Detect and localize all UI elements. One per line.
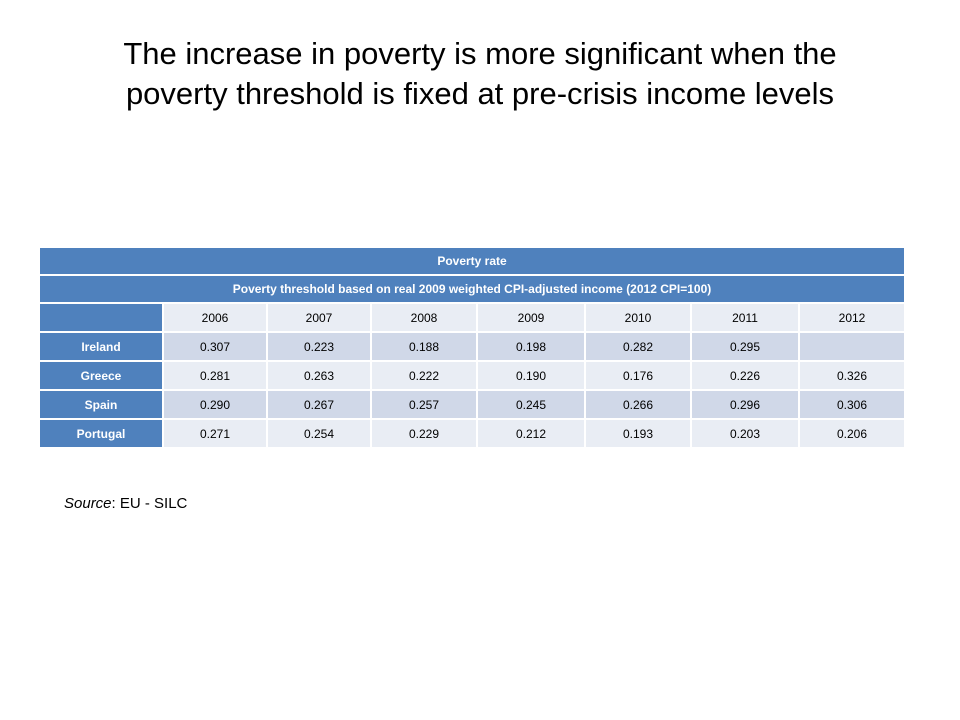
value-cell: 0.222: [372, 362, 478, 389]
table-row: Spain 0.290 0.267 0.257 0.245 0.266 0.29…: [40, 391, 904, 418]
value-cell: 0.326: [800, 362, 904, 389]
table-header-poverty-rate: Poverty rate: [40, 248, 904, 274]
year-cell: 2010: [586, 304, 692, 331]
value-cell: 0.263: [268, 362, 372, 389]
value-cell: 0.257: [372, 391, 478, 418]
value-cell: 0.267: [268, 391, 372, 418]
value-cell: 0.296: [692, 391, 800, 418]
title-line-1: The increase in poverty is more signific…: [123, 36, 837, 71]
value-cell: 0.193: [586, 420, 692, 447]
value-cell: 0.188: [372, 333, 478, 360]
value-cell: 0.176: [586, 362, 692, 389]
table-row: Greece 0.281 0.263 0.222 0.190 0.176 0.2…: [40, 362, 904, 389]
value-cell: 0.290: [164, 391, 268, 418]
value-cell: 0.206: [800, 420, 904, 447]
value-cell: 0.295: [692, 333, 800, 360]
country-label: Spain: [40, 391, 164, 418]
value-cell: 0.306: [800, 391, 904, 418]
slide-title: The increase in poverty is more signific…: [40, 34, 920, 114]
value-cell: 0.271: [164, 420, 268, 447]
value-cell: 0.229: [372, 420, 478, 447]
value-cell: 0.254: [268, 420, 372, 447]
value-cell: [800, 333, 904, 360]
country-label: Portugal: [40, 420, 164, 447]
table-header-row: Poverty rate: [40, 248, 904, 274]
title-line-2: poverty threshold is fixed at pre-crisis…: [125, 76, 835, 111]
table-header-threshold: Poverty threshold based on real 2009 wei…: [40, 276, 904, 302]
year-cell: 2007: [268, 304, 372, 331]
source-text: : EU - SILC: [111, 495, 188, 512]
value-cell: 0.198: [478, 333, 586, 360]
table-subheader-row: Poverty threshold based on real 2009 wei…: [40, 276, 904, 302]
country-label: Ireland: [40, 333, 164, 360]
value-cell: 0.226: [692, 362, 800, 389]
value-cell: 0.281: [164, 362, 268, 389]
source-note: Source: EU - SILC: [64, 495, 187, 512]
year-cell: 2008: [372, 304, 478, 331]
year-cell: 2012: [800, 304, 904, 331]
value-cell: 0.212: [478, 420, 586, 447]
table-row: Ireland 0.307 0.223 0.188 0.198 0.282 0.…: [40, 333, 904, 360]
poverty-table: Poverty rate Poverty threshold based on …: [40, 246, 904, 449]
year-cell: 2009: [478, 304, 586, 331]
value-cell: 0.307: [164, 333, 268, 360]
value-cell: 0.266: [586, 391, 692, 418]
corner-cell: [40, 304, 164, 331]
value-cell: 0.245: [478, 391, 586, 418]
year-header-row: 2006 2007 2008 2009 2010 2011 2012: [40, 304, 904, 331]
table-row: Portugal 0.271 0.254 0.229 0.212 0.193 0…: [40, 420, 904, 447]
poverty-table-container: Poverty rate Poverty threshold based on …: [40, 246, 904, 449]
country-label: Greece: [40, 362, 164, 389]
source-label: Source: [64, 495, 112, 512]
year-cell: 2011: [692, 304, 800, 331]
year-cell: 2006: [164, 304, 268, 331]
value-cell: 0.282: [586, 333, 692, 360]
value-cell: 0.190: [478, 362, 586, 389]
value-cell: 0.223: [268, 333, 372, 360]
value-cell: 0.203: [692, 420, 800, 447]
